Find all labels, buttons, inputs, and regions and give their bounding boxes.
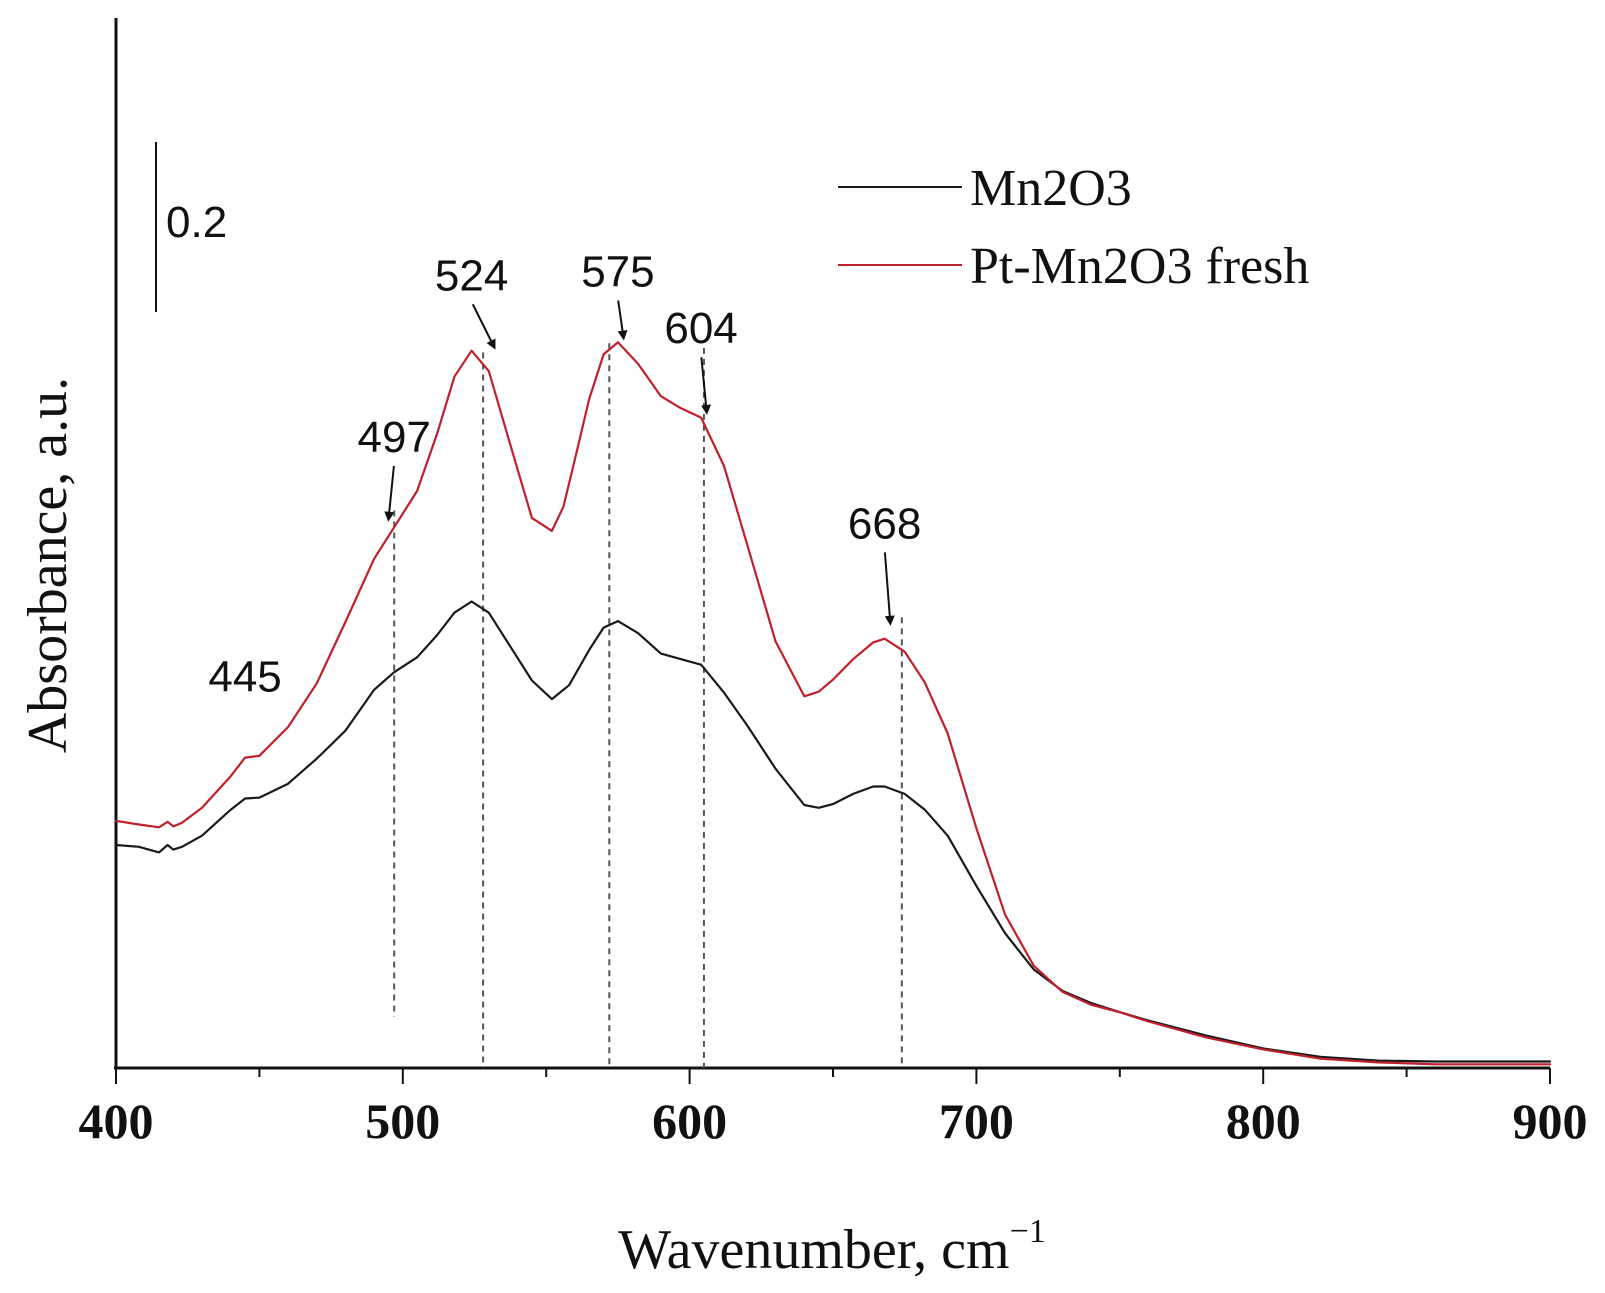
series-line-mn2o3 bbox=[114, 600, 1552, 1063]
x-tick-label-600: 600 bbox=[652, 1093, 727, 1149]
annotation-arrow-497 bbox=[384, 465, 395, 522]
annotation-label-575: 575 bbox=[581, 248, 654, 297]
annotation-arrow-604 bbox=[700, 357, 712, 415]
legend: Mn2O3 Pt-Mn2O3 fresh bbox=[838, 160, 1309, 295]
annotation-label-604: 604 bbox=[664, 304, 737, 353]
x-axis-title-text: Wavenumber, cm bbox=[618, 1219, 1009, 1281]
annotation-label-497: 497 bbox=[357, 413, 430, 462]
legend-label-mn2o3: Mn2O3 bbox=[970, 160, 1132, 217]
scale-bar-label: 0.2 bbox=[166, 198, 227, 247]
annotation-label-668: 668 bbox=[848, 499, 921, 548]
x-tick-label-400: 400 bbox=[79, 1093, 154, 1149]
reference-lines bbox=[393, 343, 903, 1068]
x-tick-label-500: 500 bbox=[365, 1093, 440, 1149]
annotation-arrow-575 bbox=[617, 300, 628, 341]
y-axis-title: Absorbance, a.u. bbox=[17, 377, 79, 753]
legend-label-pt-mn2o3: Pt-Mn2O3 fresh bbox=[970, 238, 1309, 295]
x-tick-label-900: 900 bbox=[1513, 1093, 1588, 1149]
annotation-label-524: 524 bbox=[435, 251, 508, 300]
annotation-arrow-668 bbox=[883, 552, 895, 626]
annotation-label-445: 445 bbox=[208, 653, 281, 702]
x-tick-label-700: 700 bbox=[939, 1093, 1014, 1149]
series-lines bbox=[114, 341, 1552, 1066]
x-tick-label-800: 800 bbox=[1226, 1093, 1301, 1149]
x-ticks: 400 500 600 700 800 900 bbox=[79, 1068, 1588, 1149]
series-line-pt-mn2o3-fresh bbox=[114, 341, 1552, 1066]
x-axis-title-superscript: −1 bbox=[1010, 1213, 1046, 1250]
annotation-arrow-524 bbox=[471, 303, 496, 350]
x-axis-title: Wavenumber, cm−1 bbox=[618, 1213, 1046, 1281]
